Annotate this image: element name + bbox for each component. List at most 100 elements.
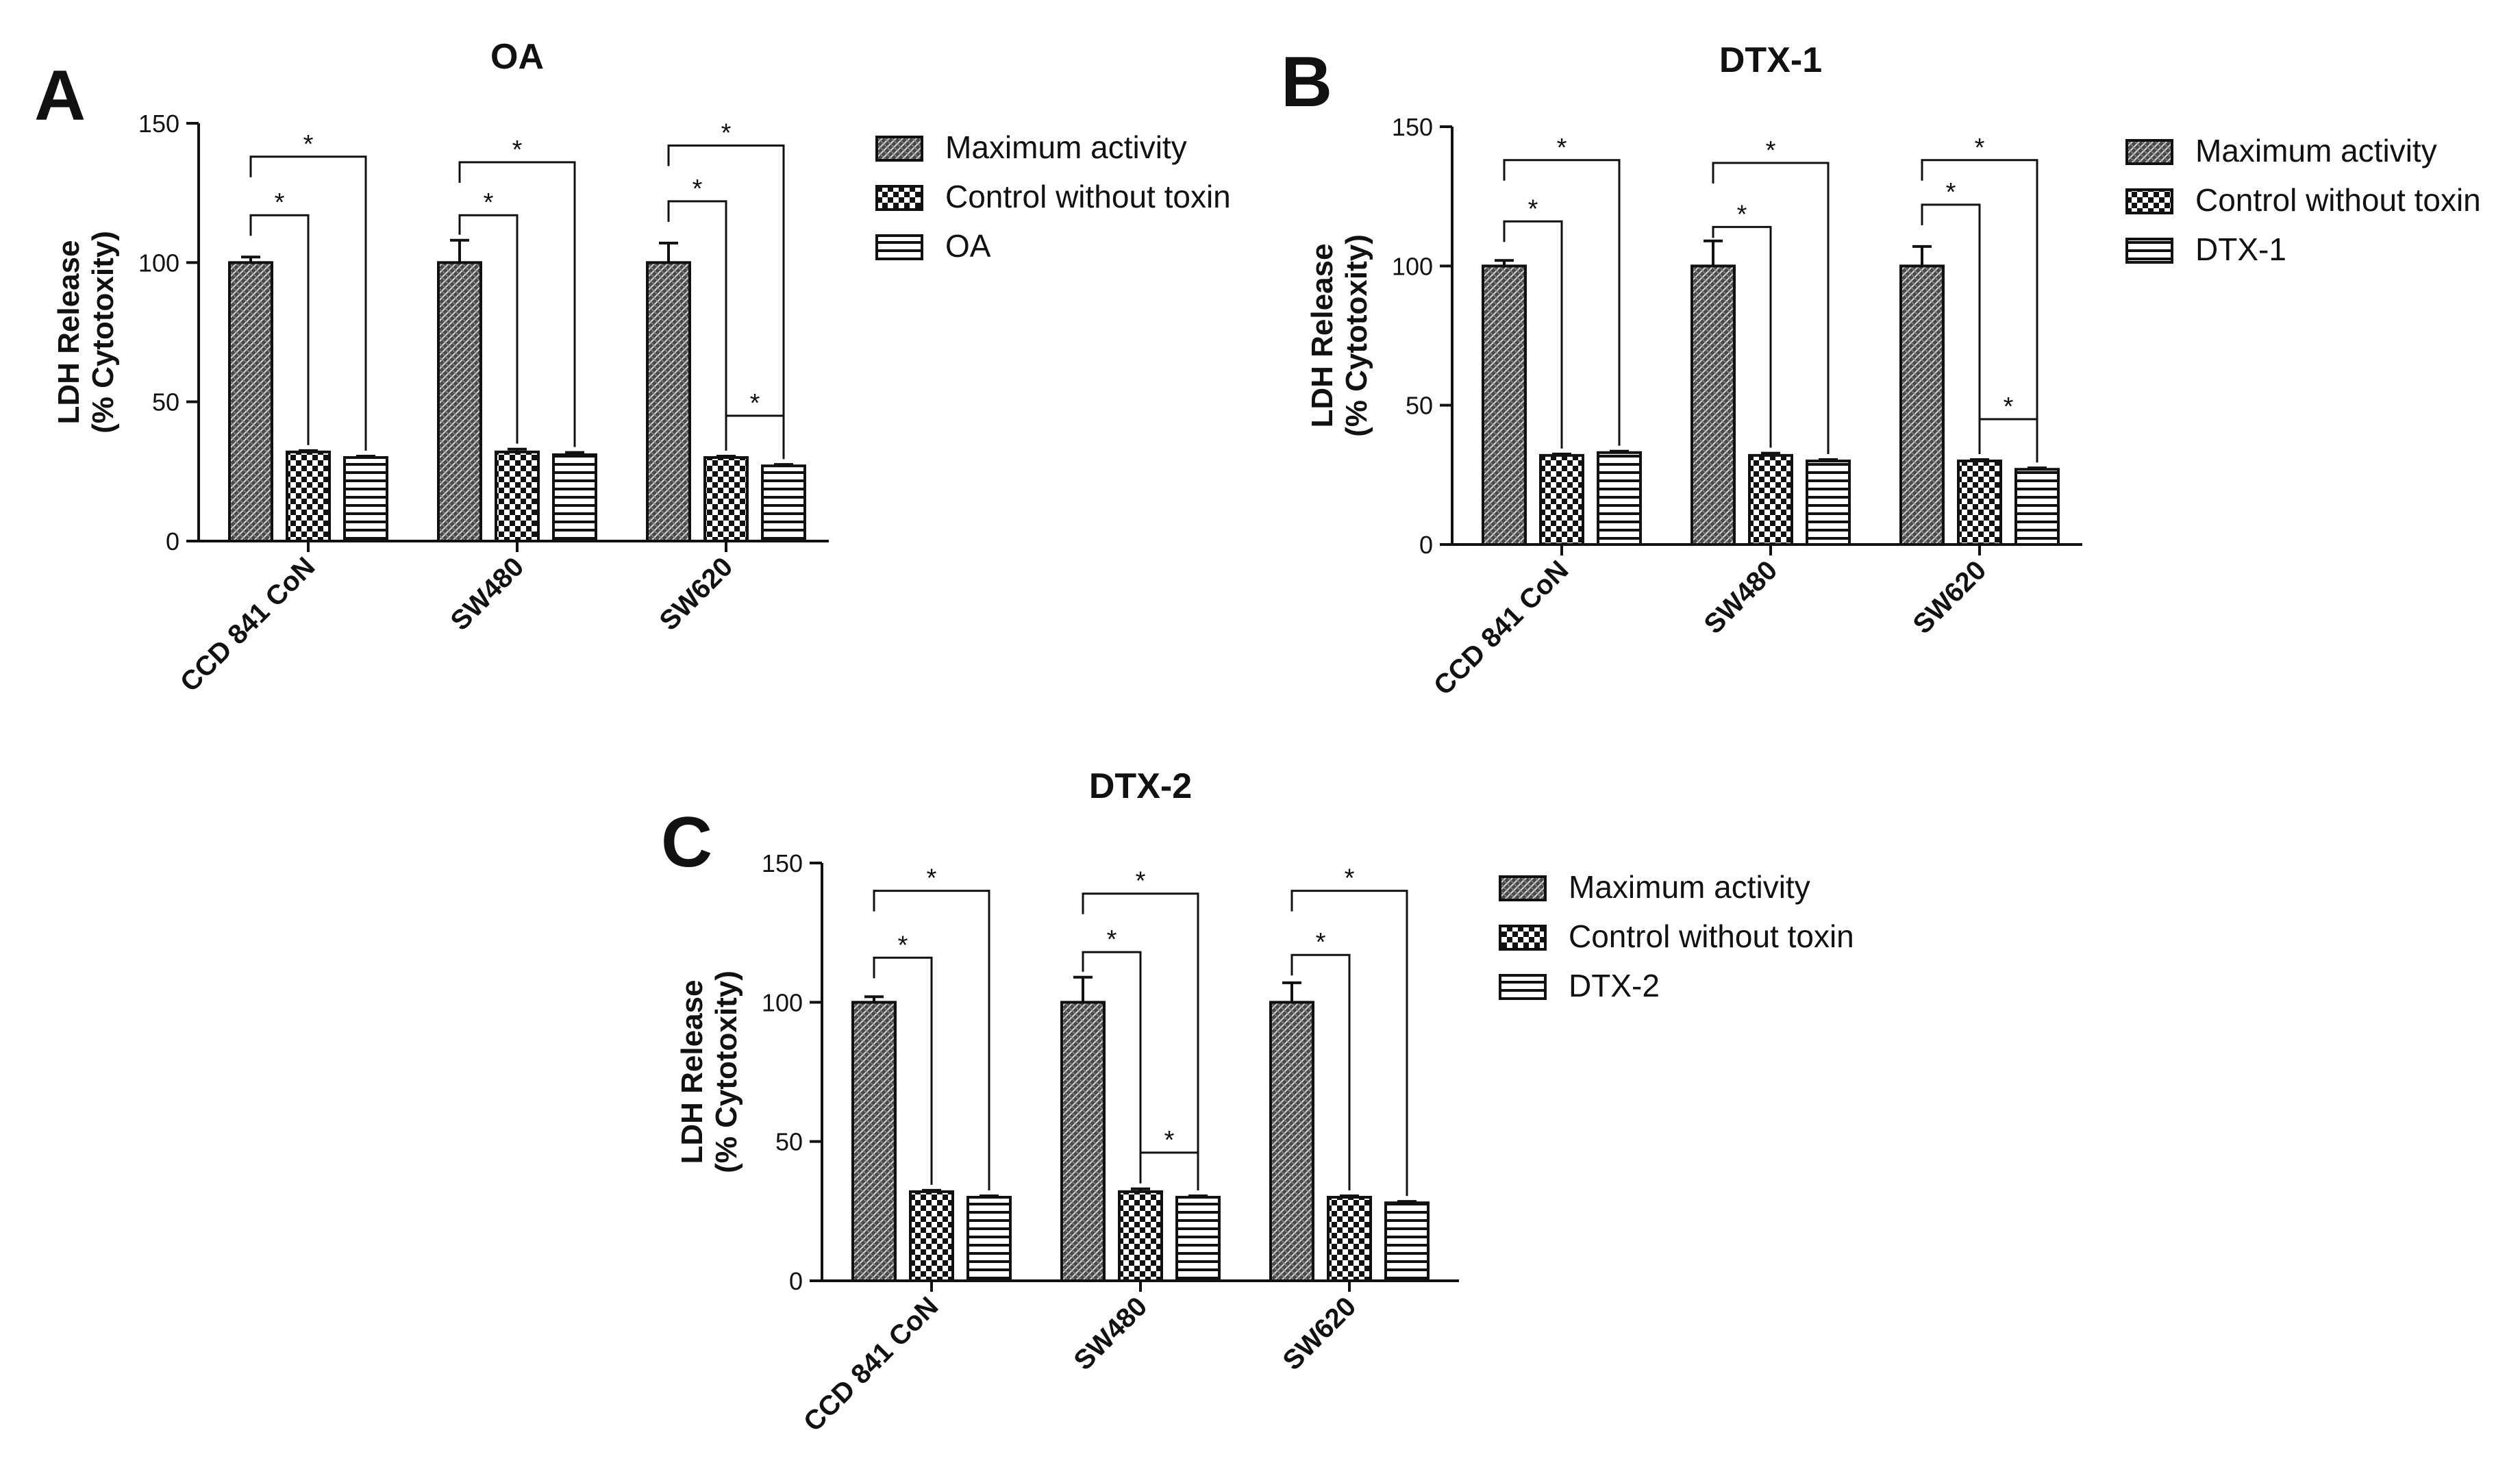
- bar-maximum-activity: [1482, 264, 1527, 546]
- significance-star: *: [2004, 392, 2014, 421]
- significance-bracket: [1712, 225, 1772, 448]
- chart-panel-b: B DTX-1 LDH Release (% Cytotoxity) 0 50 100 150…: [1281, 40, 2481, 701]
- x-tick-label: SW480: [445, 551, 529, 636]
- significance-star: *: [484, 188, 494, 217]
- legend: Maximum activity Control without toxin DTX…: [2125, 133, 2481, 267]
- significance-star: *: [721, 119, 732, 148]
- bar-maximum-activity: [1060, 1001, 1106, 1283]
- bar-maximum-activity: [851, 1001, 897, 1283]
- legend-label: DTX-1: [2195, 232, 2286, 267]
- y-tick-label: 50: [152, 388, 179, 416]
- x-tick-label: SW620: [1277, 1291, 1362, 1376]
- legend-item: Maximum activity: [1499, 869, 1810, 905]
- legend-label: Control without toxin: [1569, 918, 1854, 954]
- significance-bracket: [1921, 159, 2038, 463]
- y-axis-label: LDH Release (% Cytotoxity): [1306, 234, 1373, 437]
- legend-item: DTX-1: [2125, 232, 2286, 267]
- chart-title: OA: [490, 37, 544, 77]
- legend-swatch: [1499, 875, 1547, 901]
- legend-label: OA: [945, 228, 991, 264]
- significance-star: *: [1975, 134, 1985, 162]
- bar-maximum-activity: [228, 261, 273, 542]
- y-axis-label-line-1: LDH Release: [52, 240, 86, 424]
- bar-control-without-toxin: [1118, 1190, 1163, 1283]
- bar-dtx-1: [2014, 468, 2060, 547]
- significance-star: *: [275, 188, 285, 217]
- legend-swatch: [2125, 188, 2173, 214]
- bar-maximum-activity: [1269, 1001, 1314, 1283]
- legend-swatch: [875, 185, 923, 211]
- bar-control-without-toxin: [1327, 1196, 1372, 1282]
- x-tick-label: SW620: [653, 551, 738, 636]
- significance-star: *: [303, 130, 314, 159]
- significance-star: *: [1107, 925, 1117, 954]
- significance-bracket: [249, 155, 367, 451]
- significance-bracket: [458, 214, 519, 444]
- panel-letter: C: [661, 803, 712, 882]
- significance-bracket: [1139, 1151, 1199, 1190]
- significance-star: *: [1528, 195, 1538, 223]
- bar-maximum-activity: [646, 261, 691, 542]
- bar-control-without-toxin: [495, 450, 540, 542]
- y-tick-label: 100: [762, 988, 803, 1016]
- significance-bracket: [1290, 953, 1351, 1190]
- bar-control-without-toxin: [909, 1190, 954, 1283]
- y-tick-label: 0: [789, 1267, 803, 1295]
- legend-item: Control without toxin: [875, 179, 1231, 214]
- legend-label: Control without toxin: [945, 179, 1231, 214]
- significance-star: *: [1557, 134, 1567, 162]
- bar-oa: [343, 456, 388, 542]
- bar-control-without-toxin: [1748, 453, 1793, 546]
- y-axis-label-line-1: LDH Release: [675, 979, 709, 1164]
- x-tick-label: SW480: [1068, 1291, 1153, 1376]
- bar-maximum-activity: [437, 261, 482, 542]
- y-axis-label: LDH Release (% Cytotoxity): [52, 231, 120, 434]
- y-tick-label: 100: [138, 249, 179, 277]
- chart-title: DTX-1: [1719, 40, 1822, 80]
- x-tick-label: CCD 841 CoN: [175, 551, 321, 697]
- bar-dtx-1: [1806, 460, 1851, 546]
- significance-star: *: [512, 136, 523, 164]
- y-tick-label: 0: [166, 527, 179, 555]
- significance-bracket: [249, 214, 310, 445]
- bar-oa: [552, 453, 597, 543]
- y-axis-label-line-2: (% Cytotoxity): [86, 231, 120, 434]
- significance-bracket: [667, 145, 785, 460]
- significance-star: *: [1316, 928, 1326, 957]
- significance-bracket: [667, 200, 727, 451]
- significance-star: *: [1766, 136, 1776, 165]
- significance-bracket: [1712, 162, 1830, 454]
- legend-swatch: [2125, 238, 2173, 264]
- bar-control-without-toxin: [1539, 453, 1584, 546]
- significance-bracket: [1290, 890, 1408, 1197]
- significance-star: *: [1737, 200, 1747, 229]
- x-tick-label: CCD 841 CoN: [798, 1291, 944, 1437]
- y-tick-label: 100: [1392, 252, 1433, 280]
- bar-dtx-2: [1175, 1196, 1221, 1282]
- significance-bracket: [1503, 159, 1621, 446]
- legend-swatch: [1499, 925, 1547, 951]
- bar-dtx-2: [1384, 1201, 1430, 1282]
- panel-letter: A: [34, 56, 86, 136]
- bar-control-without-toxin: [703, 456, 749, 542]
- significance-bracket: [1503, 220, 1563, 449]
- x-tick-label: SW480: [1698, 555, 1783, 640]
- y-tick-label: 50: [1406, 392, 1433, 420]
- significance-star: *: [750, 389, 760, 418]
- significance-star: *: [1136, 867, 1146, 896]
- legend-label: Maximum activity: [945, 129, 1187, 165]
- y-axis-label-line-2: (% Cytotoxity): [1340, 234, 1373, 437]
- y-tick-label: 150: [762, 849, 803, 877]
- legend-label: DTX-2: [1569, 968, 1660, 1003]
- legend-item: Maximum activity: [2125, 133, 2437, 168]
- significance-star: *: [898, 931, 908, 960]
- legend-item: Control without toxin: [2125, 182, 2481, 218]
- significance-star: *: [927, 864, 937, 893]
- y-axis-label-line-1: LDH Release: [1306, 243, 1339, 427]
- significance-bracket: [1978, 418, 2038, 463]
- chart-panel-c: C DTX-2 LDH Release (% Cytotoxity) 0 50 100 150…: [661, 766, 1854, 1438]
- legend-swatch: [875, 136, 923, 162]
- bar-control-without-toxin: [286, 450, 331, 542]
- significance-star: *: [1345, 864, 1355, 893]
